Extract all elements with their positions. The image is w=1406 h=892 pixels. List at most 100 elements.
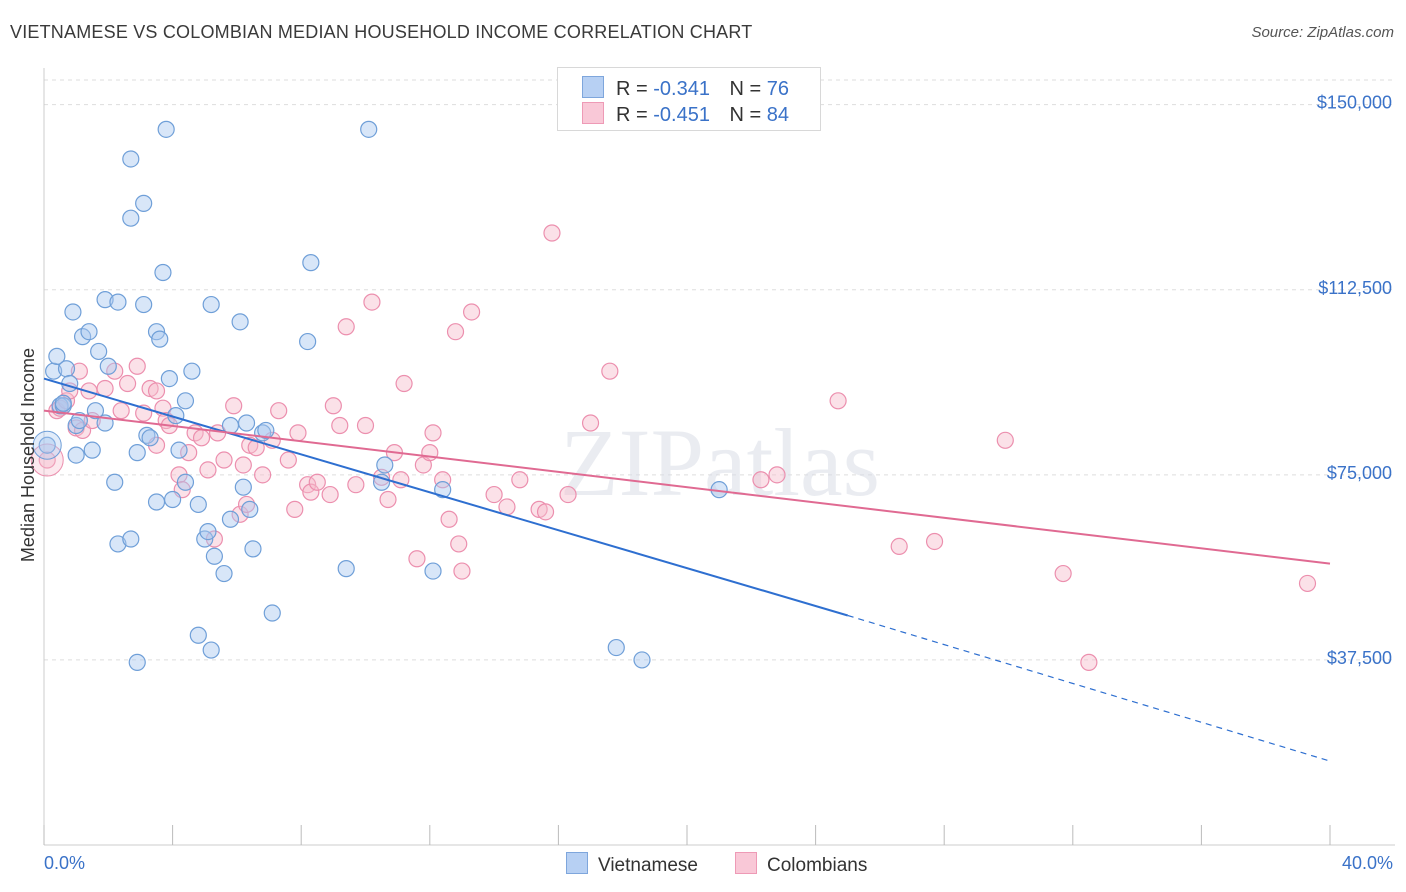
vietnamese-point xyxy=(199,522,217,541)
colombians-point xyxy=(1080,653,1098,671)
vietnamese-point xyxy=(109,535,127,553)
vietnamese-point xyxy=(67,416,85,435)
vietnamese-point xyxy=(189,495,207,514)
chart-title: VIETNAMESE VS COLOMBIAN MEDIAN HOUSEHOLD… xyxy=(10,22,753,42)
vietnamese-point xyxy=(48,347,66,365)
vietnamese-point xyxy=(424,562,442,580)
colombians-point xyxy=(408,550,426,568)
vietnamese-point xyxy=(160,369,178,388)
vietnamese-point xyxy=(360,120,378,138)
colombians-point xyxy=(440,510,458,528)
legend-row-colombians: R = -0.451 N = 84 xyxy=(582,102,789,126)
colombians-point xyxy=(215,451,233,469)
x-tick-label-min: 0.0% xyxy=(44,853,85,873)
colombians-point xyxy=(70,362,88,380)
colombians-point xyxy=(925,532,944,551)
bottom-swatch-colombians xyxy=(735,852,757,874)
stats-legend: R = -0.341 N = 76 R = -0.451 N = 84 xyxy=(557,67,821,131)
y-tick-label: $150,000 xyxy=(1317,93,1392,113)
y-tick-label: $112,500 xyxy=(1318,278,1392,298)
bottom-legend-colombians: Colombians xyxy=(735,852,867,877)
grid-layer xyxy=(44,79,1395,661)
vietnamese-point xyxy=(176,392,195,410)
vietnamese-trend-line xyxy=(43,377,849,617)
colombians-point xyxy=(231,505,249,523)
vietnamese-point xyxy=(151,330,169,348)
legend-n-label: N = xyxy=(729,78,762,100)
colombians-point xyxy=(279,451,297,469)
colombians-point xyxy=(234,456,252,474)
colombians-point xyxy=(485,485,503,504)
colombians-point xyxy=(453,562,471,580)
vietnamese-point xyxy=(83,441,101,459)
legend-swatch-colombians xyxy=(582,102,604,124)
vietnamese-point xyxy=(170,441,188,459)
colombians-point xyxy=(254,466,272,484)
vietnamese-point xyxy=(147,493,166,511)
colombians-point xyxy=(511,471,529,489)
vietnamese-point xyxy=(244,540,262,558)
colombians-point xyxy=(536,503,555,521)
colombians-point xyxy=(446,323,465,341)
vietnamese-point xyxy=(109,293,127,311)
vietnamese-point xyxy=(80,323,98,341)
vietnamese-point xyxy=(205,547,223,565)
colombians-point xyxy=(424,424,442,442)
vietnamese-point xyxy=(434,481,452,499)
vietnamese-point xyxy=(138,426,156,444)
colombians-point xyxy=(331,416,349,435)
legend-n-value: 76 xyxy=(766,78,790,100)
colombians-point xyxy=(237,495,256,514)
vietnamese-point xyxy=(128,444,146,462)
colombians-point xyxy=(308,473,326,491)
vietnamese-point xyxy=(86,402,105,420)
colombians-point xyxy=(270,402,288,420)
vietnamese-point xyxy=(57,360,76,378)
colombians-point xyxy=(768,466,786,484)
vietnamese-points xyxy=(32,120,728,671)
colombians-point xyxy=(356,416,375,435)
vietnamese-point xyxy=(299,332,317,351)
colombians-point xyxy=(147,382,166,400)
vietnamese-point xyxy=(122,150,140,168)
vietnamese-point xyxy=(337,560,355,578)
colombians-point xyxy=(347,476,365,494)
axes-layer xyxy=(43,68,1395,846)
vietnamese-point xyxy=(122,209,140,227)
colombians-point xyxy=(434,471,452,489)
colombians-point xyxy=(581,414,600,432)
vietnamese-trend-extension xyxy=(847,614,1331,762)
colombians-point xyxy=(302,483,320,501)
vietnamese-point xyxy=(90,342,108,361)
vietnamese-point xyxy=(202,641,220,659)
chart-source: Source: ZipAtlas.com xyxy=(1251,24,1394,41)
legend-r-label: R = xyxy=(616,78,648,100)
colombians-point xyxy=(225,397,243,415)
vietnamese-point xyxy=(237,414,256,432)
y-tick-label: $37,500 xyxy=(1327,648,1392,668)
colombians-point xyxy=(192,429,211,447)
vietnamese-point xyxy=(70,411,88,430)
colombians-point-large xyxy=(30,443,64,477)
vietnamese-point xyxy=(154,263,172,282)
vietnamese-point xyxy=(54,394,72,412)
vietnamese-point xyxy=(263,604,281,622)
bottom-legend-vietnamese: Vietnamese xyxy=(566,852,698,877)
colombians-point xyxy=(392,471,410,489)
legend-row-vietnamese: R = -0.341 N = 76 xyxy=(582,76,789,100)
colombians-point xyxy=(450,535,468,553)
vietnamese-point xyxy=(231,313,249,331)
colombians-point xyxy=(199,461,217,479)
colombians-point xyxy=(363,293,381,311)
colombians-point xyxy=(38,451,56,469)
colombians-point xyxy=(128,357,146,375)
legend-swatch-vietnamese xyxy=(582,76,604,98)
colombians-point xyxy=(118,374,137,393)
colombians-point xyxy=(324,397,342,415)
vietnamese-point xyxy=(257,421,275,440)
colombians-point xyxy=(559,485,577,504)
colombians-point xyxy=(752,471,770,489)
colombians-point xyxy=(112,402,130,420)
vietnamese-point xyxy=(128,653,146,671)
